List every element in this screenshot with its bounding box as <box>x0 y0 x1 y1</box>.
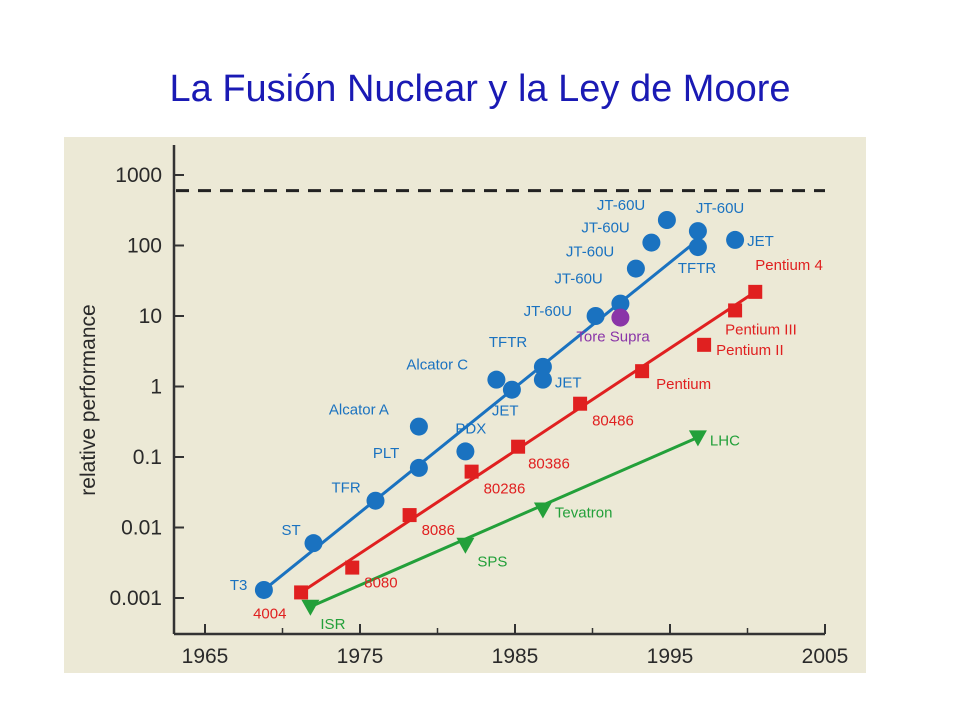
fusion-point <box>456 442 475 461</box>
y-tick-labels: 0.001 0.01 0.1 1 10 100 1000 <box>109 164 162 610</box>
fusion-point <box>487 370 506 389</box>
chart-axes <box>172 145 826 636</box>
accelerator-point <box>301 599 320 616</box>
x-tick-labels: 1965 1975 1985 1995 2005 <box>182 645 849 668</box>
moore-point-label: 4004 <box>253 605 286 622</box>
fusion-point-label: JT-60U <box>566 244 614 261</box>
data-points <box>254 210 763 616</box>
tore_supra-point-label: Tore Supra <box>576 329 650 346</box>
fusion-point-label: Alcator A <box>329 402 389 419</box>
x-tick-label: 1965 <box>182 645 229 668</box>
moore-point-label: 8080 <box>364 575 397 592</box>
moore-point <box>697 337 712 352</box>
fusion-point-label: Alcator C <box>406 357 468 374</box>
fusion-point-label: TFTR <box>678 260 716 277</box>
fusion-point <box>409 417 428 436</box>
moore-point <box>345 560 360 575</box>
fusion-point <box>611 294 630 313</box>
fusion-point-label: ST <box>282 522 301 539</box>
fusion-point-label: PDX <box>455 420 486 437</box>
fusion-point-label: PLT <box>373 445 399 462</box>
y-tick-label: 0.01 <box>121 517 162 540</box>
moore-point <box>511 439 526 454</box>
fusion-point <box>254 580 273 599</box>
accelerator-trend-line <box>309 435 699 609</box>
fusion-point <box>304 534 323 553</box>
x-tick-label: 1995 <box>647 645 694 668</box>
fusion-point <box>366 491 385 510</box>
moore-point <box>728 303 743 318</box>
y-tick-label: 10 <box>139 305 162 328</box>
fusion-point-label: JET <box>555 375 582 392</box>
tore_supra-point <box>611 308 630 327</box>
fusion-point <box>502 380 521 399</box>
moore-point <box>402 508 417 523</box>
accelerator-point-label: SPS <box>477 554 507 571</box>
x-tick-label: 1985 <box>492 645 539 668</box>
x-tick-label: 1975 <box>337 645 384 668</box>
moore-point <box>748 284 763 299</box>
y-tick-label: 0.001 <box>109 587 162 610</box>
fusion-point-label: TFTR <box>489 334 527 351</box>
accelerator-point <box>688 430 707 447</box>
fusion-point <box>409 458 428 477</box>
fusion-point-label: T3 <box>230 577 248 594</box>
accelerator-point <box>533 502 552 519</box>
moore-trend-line <box>300 290 757 594</box>
y-tick-label: 100 <box>127 235 162 258</box>
fusion-point-label: JT-60U <box>524 303 572 320</box>
moore-point <box>635 364 650 379</box>
moore-point-label: 80386 <box>528 456 570 473</box>
accelerator-point-label: LHC <box>710 432 740 449</box>
y-axis-label: relative performance <box>77 304 100 495</box>
fusion-point <box>533 370 552 389</box>
moore-point-label: 80286 <box>484 481 526 498</box>
moore-point-label: Pentium III <box>725 321 797 338</box>
chart-background <box>64 137 866 673</box>
fusion-point <box>657 210 676 229</box>
fusion-point-label: JT-60U <box>581 220 629 237</box>
moore-point-label: Pentium II <box>716 342 784 359</box>
moore-point <box>464 464 479 479</box>
fusion-point-label: JT-60U <box>597 197 645 214</box>
y-tick-label: 1000 <box>115 164 162 187</box>
fusion-point <box>726 230 745 249</box>
moore-point-label: Pentium <box>656 376 711 393</box>
accelerator-point <box>456 537 475 554</box>
fusion-point <box>688 238 707 257</box>
fusion-point <box>533 357 552 376</box>
moore-point-label: 80486 <box>592 413 634 430</box>
fusion-point <box>642 233 661 252</box>
fusion-point-label: JT-60U <box>554 271 602 288</box>
fusion-point-label: JET <box>747 233 774 250</box>
slide-title: La Fusión Nuclear y la Ley de Moore <box>169 68 791 110</box>
accelerator-point-label: Tevatron <box>555 505 613 522</box>
data-labels: T3 ST TFR PLT Alcator A PDX Alcator C JET TFTR JE… <box>230 197 823 633</box>
fusion-point-label: JT-60U <box>696 200 744 217</box>
x-tick-label: 2005 <box>802 645 849 668</box>
moore-point <box>294 585 309 600</box>
fusion-point-label: TFR <box>332 480 361 497</box>
accelerator-point-label: ISR <box>320 616 345 633</box>
fusion-point <box>688 222 707 241</box>
moore-point-label: Pentium 4 <box>755 257 823 274</box>
y-tick-label: 0.1 <box>133 446 162 469</box>
moore-point <box>573 396 588 411</box>
moore-point-label: 8086 <box>422 522 455 539</box>
y-tick-label: 1 <box>150 376 162 399</box>
fusion-point <box>626 259 645 278</box>
fusion-point-label: JET <box>492 403 519 420</box>
fusion-point <box>586 307 605 325</box>
